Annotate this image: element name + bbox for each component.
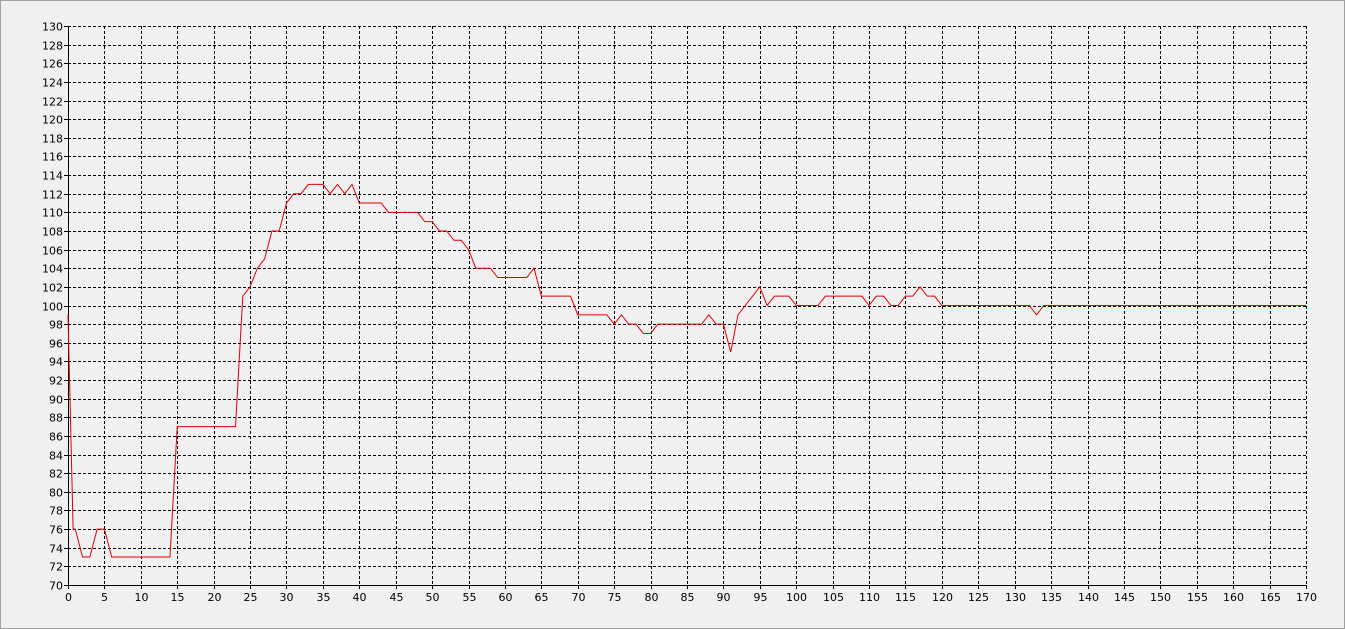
- x-tick-label: 140: [1078, 591, 1099, 604]
- y-tick-label: 118: [42, 133, 63, 146]
- x-tick-label: 70: [572, 591, 586, 604]
- x-tick-label: 120: [932, 591, 953, 604]
- x-tick-label: 115: [895, 591, 916, 604]
- y-tick-label: 102: [42, 282, 63, 295]
- y-tick-label: 126: [42, 58, 63, 71]
- x-tick-label: 75: [608, 591, 622, 604]
- x-tick-label: 155: [1187, 591, 1208, 604]
- y-tick-label: 96: [49, 338, 63, 351]
- y-tick-label: 108: [42, 226, 63, 239]
- y-tick-label: 106: [42, 245, 63, 258]
- y-tick-label: 112: [42, 189, 63, 202]
- y-tick-label: 76: [49, 524, 63, 537]
- y-tick-label: 120: [42, 114, 63, 127]
- x-tick-label: 25: [244, 591, 258, 604]
- x-tick-label: 20: [208, 591, 222, 604]
- y-axis-ticks: 70 72 74 76 78 80 82 84 86 88 90 92 94 96 98 100 102 104 1…: [42, 21, 68, 593]
- y-tick-label: 130: [42, 21, 63, 34]
- y-tick-label: 122: [42, 96, 63, 109]
- x-tick-label: 0: [65, 591, 72, 604]
- x-tick-label: 45: [390, 591, 404, 604]
- x-tick-label: 125: [968, 591, 989, 604]
- y-tick-label: 100: [42, 301, 63, 314]
- y-tick-label: 128: [42, 40, 63, 53]
- y-tick-label: 104: [42, 263, 63, 276]
- y-tick-label: 80: [49, 487, 63, 500]
- y-tick-label: 82: [49, 468, 63, 481]
- x-tick-label: 160: [1223, 591, 1244, 604]
- x-tick-label: 60: [499, 591, 513, 604]
- x-tick-label: 65: [535, 591, 549, 604]
- y-tick-label: 70: [49, 580, 63, 593]
- x-tick-label: 50: [426, 591, 440, 604]
- y-tick-label: 78: [49, 505, 63, 518]
- x-tick-label: 40: [353, 591, 367, 604]
- x-tick-label: 5: [101, 591, 108, 604]
- x-tick-label: 55: [463, 591, 477, 604]
- y-tick-label: 84: [49, 450, 63, 463]
- x-tick-label: 170: [1296, 591, 1317, 604]
- x-tick-label: 130: [1005, 591, 1026, 604]
- y-tick-label: 94: [49, 356, 63, 369]
- x-tick-label: 85: [681, 591, 695, 604]
- grid: [68, 26, 1307, 585]
- x-tick-label: 105: [823, 591, 844, 604]
- y-tick-label: 92: [49, 375, 63, 388]
- x-tick-label: 100: [786, 591, 807, 604]
- series-line: [67, 183, 1306, 558]
- x-axis-ticks: 0 5 10 15 20 25 30 35 40 45 50 55 60 65 70 75 80 85 90 95 10…: [65, 585, 1317, 604]
- x-tick-label: 135: [1041, 591, 1062, 604]
- y-tick-label: 88: [49, 412, 63, 425]
- x-tick-label: 95: [754, 591, 768, 604]
- x-tick-label: 150: [1150, 591, 1171, 604]
- y-tick-label: 114: [42, 170, 63, 183]
- y-tick-label: 72: [49, 561, 63, 574]
- x-tick-label: 15: [171, 591, 185, 604]
- series-layer: [67, 183, 1306, 558]
- y-tick-label: 110: [42, 207, 63, 220]
- x-tick-label: 165: [1260, 591, 1281, 604]
- x-tick-label: 90: [717, 591, 731, 604]
- y-tick-label: 124: [42, 77, 63, 90]
- x-tick-label: 30: [280, 591, 294, 604]
- x-tick-label: 145: [1114, 591, 1135, 604]
- x-tick-label: 110: [859, 591, 880, 604]
- x-tick-label: 35: [317, 591, 331, 604]
- y-tick-label: 74: [49, 543, 63, 556]
- x-tick-label: 80: [645, 591, 659, 604]
- y-tick-label: 86: [49, 431, 63, 444]
- y-tick-label: 98: [49, 319, 63, 332]
- y-tick-label: 116: [42, 151, 63, 164]
- y-tick-label: 90: [49, 394, 63, 407]
- x-tick-label: 10: [135, 591, 149, 604]
